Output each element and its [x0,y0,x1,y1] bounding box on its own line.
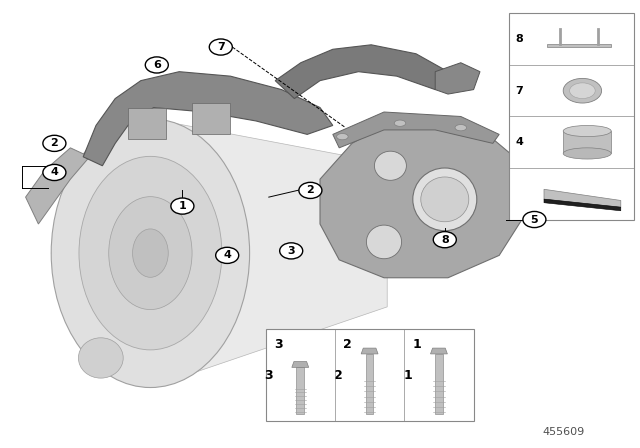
Polygon shape [544,199,621,211]
Ellipse shape [51,119,250,388]
Ellipse shape [421,177,468,222]
Circle shape [280,243,303,259]
Ellipse shape [563,125,611,137]
Polygon shape [192,103,230,134]
Polygon shape [128,108,166,139]
Ellipse shape [394,120,406,126]
Polygon shape [320,125,525,278]
Text: 4: 4 [515,137,523,147]
Text: 2: 2 [343,338,352,351]
Circle shape [43,135,66,151]
Circle shape [209,39,232,55]
Ellipse shape [563,78,602,103]
Text: 4: 4 [223,250,231,260]
Ellipse shape [374,151,406,180]
Polygon shape [296,367,304,414]
Ellipse shape [78,338,123,378]
Circle shape [433,232,456,248]
Text: 2: 2 [333,369,342,382]
Polygon shape [435,63,480,94]
Polygon shape [26,148,90,224]
Circle shape [299,182,322,198]
Text: 2: 2 [51,138,58,148]
Polygon shape [292,362,308,367]
Polygon shape [547,44,611,47]
Polygon shape [361,348,378,354]
Text: 5: 5 [531,215,538,224]
Text: 2: 2 [307,185,314,195]
Polygon shape [275,45,448,99]
Circle shape [145,57,168,73]
Circle shape [523,211,546,228]
Polygon shape [333,112,499,148]
Text: 1: 1 [403,369,412,382]
Text: 8: 8 [515,34,523,44]
Polygon shape [266,329,474,421]
Ellipse shape [366,225,402,259]
Text: 3: 3 [287,246,295,256]
Text: 4: 4 [51,168,58,177]
Polygon shape [366,354,374,414]
Polygon shape [435,354,443,414]
Text: 455609: 455609 [542,427,584,437]
Text: 1: 1 [413,338,421,351]
Ellipse shape [455,125,467,131]
Ellipse shape [570,83,595,99]
Polygon shape [563,131,611,153]
Ellipse shape [563,148,611,159]
Ellipse shape [337,134,348,140]
Circle shape [171,198,194,214]
Circle shape [43,164,66,181]
Text: 3: 3 [264,369,273,382]
Ellipse shape [109,197,192,310]
Polygon shape [83,72,333,166]
Polygon shape [544,189,621,207]
Ellipse shape [132,229,168,277]
Circle shape [216,247,239,263]
Text: 8: 8 [441,235,449,245]
Text: 1: 1 [179,201,186,211]
Text: 7: 7 [217,42,225,52]
Text: 3: 3 [274,338,282,351]
Ellipse shape [413,168,477,231]
Polygon shape [431,348,447,354]
Text: 6: 6 [153,60,161,70]
Text: 7: 7 [515,86,523,96]
Polygon shape [51,119,387,388]
Polygon shape [509,13,634,220]
Ellipse shape [79,156,222,350]
